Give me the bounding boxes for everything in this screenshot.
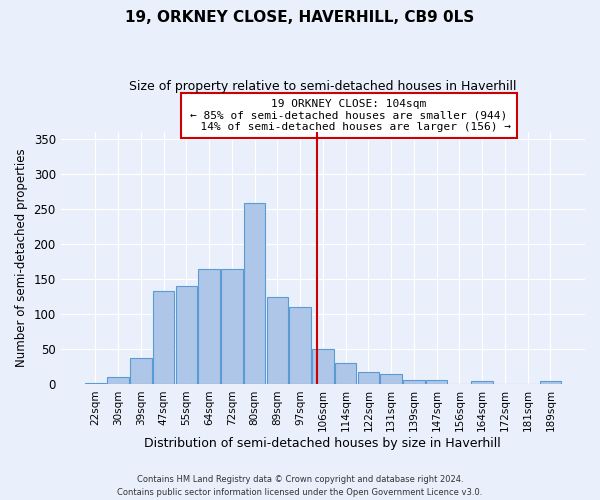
Bar xyxy=(176,286,197,384)
Bar xyxy=(85,383,106,384)
Bar xyxy=(130,358,152,384)
Title: Size of property relative to semi-detached houses in Haverhill: Size of property relative to semi-detach… xyxy=(129,80,517,93)
Bar xyxy=(153,291,175,384)
Text: 19, ORKNEY CLOSE, HAVERHILL, CB9 0LS: 19, ORKNEY CLOSE, HAVERHILL, CB9 0LS xyxy=(125,10,475,25)
Bar xyxy=(471,381,493,384)
Bar xyxy=(312,350,334,384)
Y-axis label: Number of semi-detached properties: Number of semi-detached properties xyxy=(15,148,28,368)
Bar xyxy=(403,380,425,384)
Bar xyxy=(107,378,129,384)
Bar xyxy=(380,374,402,384)
Bar xyxy=(358,372,379,384)
Bar xyxy=(221,268,242,384)
Bar xyxy=(289,307,311,384)
X-axis label: Distribution of semi-detached houses by size in Haverhill: Distribution of semi-detached houses by … xyxy=(145,437,501,450)
Text: Contains HM Land Registry data © Crown copyright and database right 2024.
Contai: Contains HM Land Registry data © Crown c… xyxy=(118,476,482,497)
Bar xyxy=(266,298,288,384)
Bar xyxy=(426,380,448,384)
Bar xyxy=(335,364,356,384)
Bar xyxy=(198,268,220,384)
Bar xyxy=(539,381,561,384)
Text: 19 ORKNEY CLOSE: 104sqm
← 85% of semi-detached houses are smaller (944)
  14% of: 19 ORKNEY CLOSE: 104sqm ← 85% of semi-de… xyxy=(187,99,511,132)
Bar xyxy=(244,204,265,384)
